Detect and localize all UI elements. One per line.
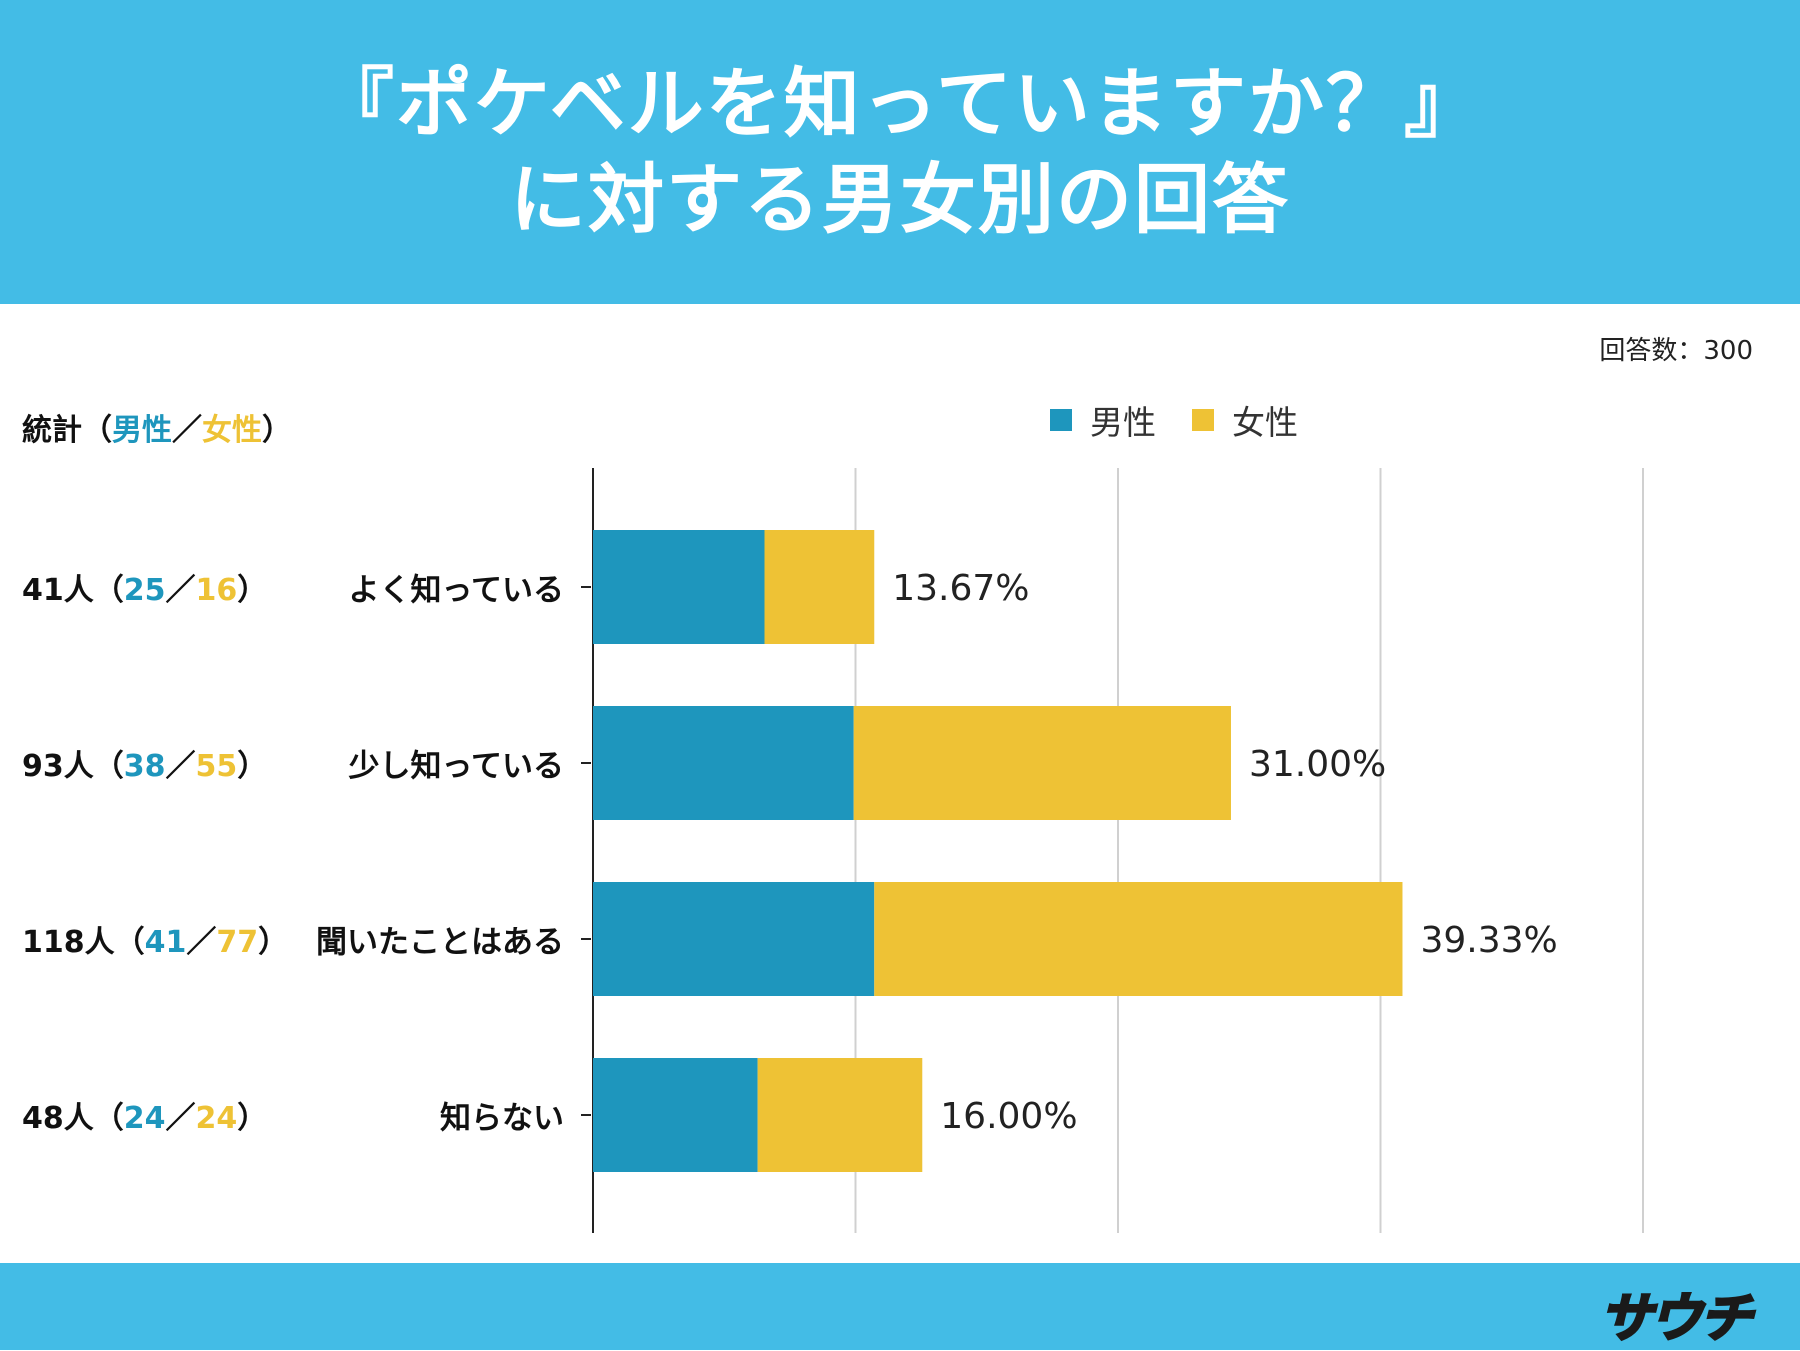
row-total: 93人（	[22, 749, 124, 784]
bar-segment-male	[593, 1058, 758, 1172]
category-label: 聞いたことはある	[316, 924, 564, 961]
stats-header-male: 男性	[112, 413, 172, 448]
row-count-label: 93人（38／55）	[22, 741, 267, 785]
row-sep: ／	[165, 1101, 196, 1136]
row-male-count: 24	[123, 1101, 166, 1136]
row-male-count: 38	[123, 749, 166, 784]
stats-header-prefix: 統計（	[22, 413, 112, 448]
row-total: 118人（	[22, 925, 145, 960]
bar-segment-male	[593, 530, 765, 644]
row-count-label: 48人（24／24）	[22, 1093, 267, 1137]
legend-swatch-female	[1192, 409, 1214, 431]
bar-segment-female	[853, 706, 1231, 820]
legend-swatch-male	[1050, 409, 1072, 431]
data-label: 31.00%	[1249, 744, 1386, 785]
bar-segment-male	[593, 706, 854, 820]
legend-label-female: 女性	[1232, 403, 1298, 442]
row-female-count: 24	[195, 1101, 238, 1136]
category-label: よく知っている	[348, 572, 564, 609]
row-sep: ／	[186, 925, 217, 960]
bar-segment-female	[874, 882, 1403, 996]
bar-segment-female	[757, 1058, 923, 1172]
title-line-1: 『ポケベルを知っていますか？』	[318, 59, 1482, 148]
row-male-count: 25	[123, 573, 166, 608]
title-banner: 『ポケベルを知っていますか？』 に対する男女別の回答	[0, 0, 1800, 304]
legend-item-female: 女性	[1192, 396, 1298, 444]
row-total: 41人（	[22, 573, 124, 608]
row-male-count: 41	[144, 925, 187, 960]
legend: 男性 女性	[1050, 396, 1334, 444]
legend-item-male: 男性	[1050, 396, 1156, 444]
data-label: 39.33%	[1420, 920, 1557, 961]
bar-segment-male	[593, 882, 875, 996]
row-sep: ／	[165, 749, 196, 784]
data-label: 13.67%	[892, 568, 1029, 609]
footer-bar	[0, 1263, 1800, 1350]
row-close: ）	[237, 1101, 268, 1136]
stats-header: 統計（男性／女性）	[22, 405, 292, 449]
brand-logo: サウチ	[1598, 1288, 1753, 1351]
row-total: 48人（	[22, 1101, 124, 1136]
row-count-label: 118人（41／77）	[22, 917, 288, 961]
row-close: ）	[258, 925, 289, 960]
row-female-count: 77	[216, 925, 259, 960]
row-sep: ／	[165, 573, 196, 608]
title-line-2: に対する男女別の回答	[510, 155, 1290, 244]
row-female-count: 55	[195, 749, 238, 784]
category-label: 知らない	[440, 1100, 564, 1137]
row-female-count: 16	[195, 573, 238, 608]
response-count: 回答数：300	[1599, 336, 1753, 366]
stats-header-suffix: ）	[262, 413, 292, 448]
stats-header-sep: ／	[172, 413, 202, 448]
row-close: ）	[237, 749, 268, 784]
stats-header-female: 女性	[202, 413, 262, 448]
bar-segment-female	[764, 530, 875, 644]
row-close: ）	[237, 573, 268, 608]
legend-label-male: 男性	[1090, 403, 1156, 442]
row-count-label: 41人（25／16）	[22, 565, 267, 609]
category-label: 少し知っている	[348, 748, 564, 785]
data-label: 16.00%	[940, 1096, 1077, 1137]
